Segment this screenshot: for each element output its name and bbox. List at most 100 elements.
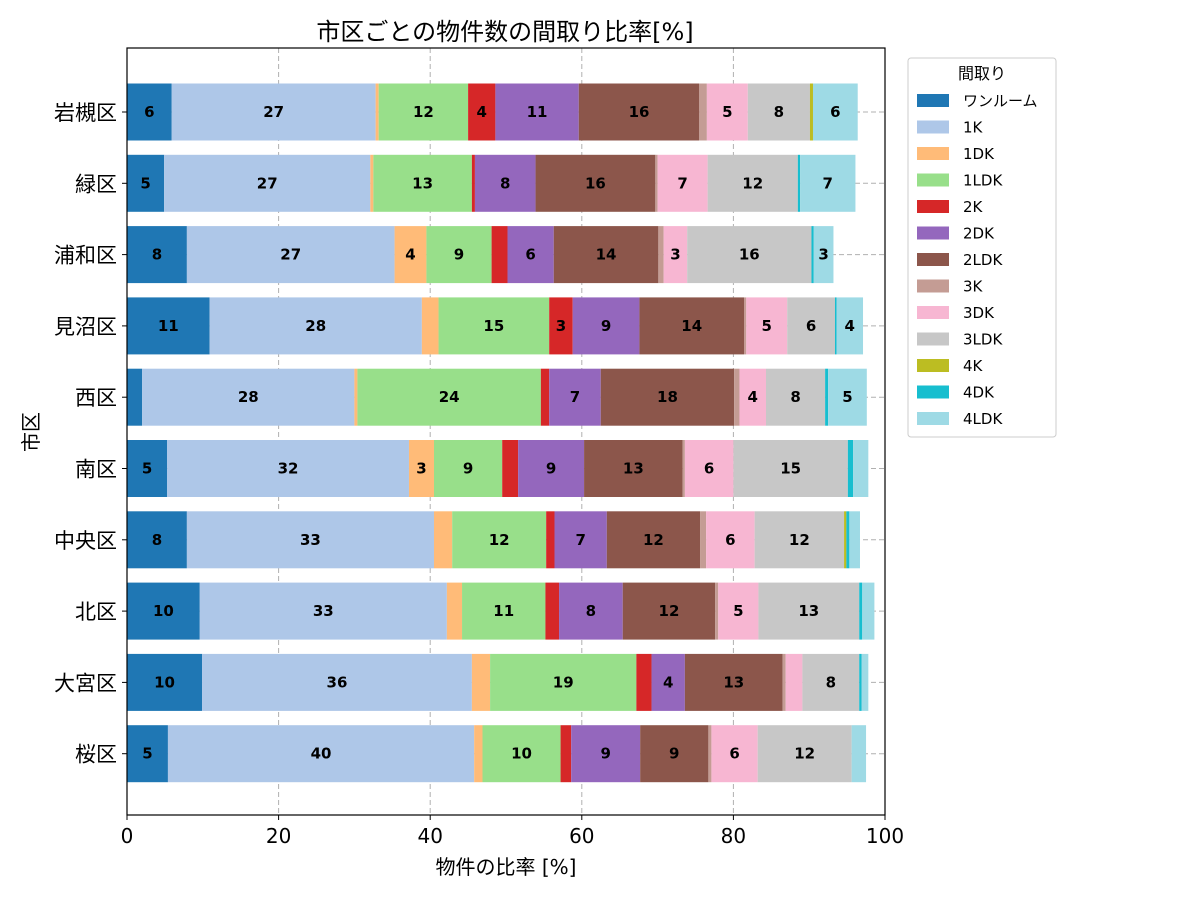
bar-segment bbox=[706, 511, 755, 569]
bar-segment bbox=[507, 226, 554, 284]
bar-value-label: 6 bbox=[729, 745, 739, 763]
bar-value-label: 11 bbox=[493, 602, 514, 620]
x-axis-label: 物件の比率 [%] bbox=[436, 855, 577, 879]
bar-value-label: 8 bbox=[500, 174, 510, 192]
bar-value-label: 3 bbox=[818, 246, 828, 264]
x-tick-label: 80 bbox=[721, 824, 746, 848]
bar-segment bbox=[438, 297, 550, 355]
bar-value-label: 6 bbox=[525, 246, 535, 264]
bar-value-label: 3 bbox=[416, 460, 426, 478]
chart-title: 市区ごとの物件数の間取り比率[%] bbox=[316, 18, 693, 46]
category-label: 桜区 bbox=[75, 743, 117, 767]
bar-segment bbox=[164, 154, 371, 212]
bar-segment bbox=[657, 154, 708, 212]
bar-value-label: 6 bbox=[144, 103, 154, 121]
bar-segment bbox=[708, 725, 712, 783]
bar-segment bbox=[127, 226, 187, 284]
bar-segment bbox=[584, 440, 683, 497]
bar-value-label: 8 bbox=[826, 673, 836, 691]
bar-value-label: 36 bbox=[327, 673, 348, 691]
bar-segment bbox=[812, 83, 858, 141]
legend-label: 4LDK bbox=[963, 410, 1003, 428]
bar-value-label: 11 bbox=[527, 103, 548, 121]
bar-value-label: 10 bbox=[154, 673, 175, 691]
bar-segment bbox=[682, 440, 685, 497]
bar-value-label: 5 bbox=[842, 388, 852, 406]
legend-swatch bbox=[917, 200, 949, 213]
bar-segment bbox=[834, 297, 837, 355]
legend-items: ワンルーム 1K 1DK 1LDK 2K 2DK 2LDK 3K 3DK 3LDK 4K 4DK 4LD… bbox=[917, 92, 1038, 428]
bar-segment bbox=[684, 653, 783, 711]
bar-segment bbox=[836, 297, 864, 355]
bar-segment bbox=[747, 83, 810, 141]
bar-segment bbox=[357, 368, 541, 426]
legend-swatch bbox=[917, 279, 949, 293]
bar-value-label: 10 bbox=[511, 745, 532, 763]
bar-segment bbox=[167, 440, 409, 497]
bar-segment bbox=[171, 83, 376, 141]
legend-swatch bbox=[917, 412, 949, 425]
bar-segment bbox=[861, 653, 869, 711]
legend-swatch bbox=[917, 120, 949, 134]
bar-segment bbox=[549, 297, 573, 355]
bar-segment bbox=[813, 226, 834, 284]
bar-segment bbox=[707, 154, 798, 212]
category-label: 中央区 bbox=[54, 529, 117, 553]
bar-value-label: 15 bbox=[483, 317, 504, 335]
bar-segment bbox=[809, 83, 813, 141]
bar-segment bbox=[859, 653, 862, 711]
bar-segment bbox=[787, 297, 835, 355]
bar-segment bbox=[127, 368, 143, 426]
bar-value-label: 5 bbox=[733, 602, 743, 620]
bar-segment bbox=[640, 725, 709, 783]
bar-segment bbox=[715, 582, 719, 640]
bar-segment bbox=[859, 582, 863, 640]
bar-segment bbox=[684, 440, 734, 497]
bar-segment bbox=[502, 440, 519, 497]
legend-label: 2LDK bbox=[963, 251, 1003, 269]
bar-value-label: 24 bbox=[439, 388, 460, 406]
bar-value-label: 12 bbox=[794, 745, 815, 763]
bar-value-label: 12 bbox=[659, 602, 680, 620]
legend-label: 4K bbox=[963, 357, 984, 375]
bar-value-label: 32 bbox=[278, 460, 299, 478]
legend-swatch bbox=[917, 173, 949, 187]
bar-value-label: 18 bbox=[657, 388, 678, 406]
x-tick-label: 20 bbox=[266, 824, 291, 848]
bar-segment bbox=[706, 83, 748, 141]
x-axis-ticks: 0 20 40 60 80 100 bbox=[121, 815, 904, 848]
bar-value-label: 4 bbox=[405, 246, 415, 264]
bar-segment bbox=[474, 725, 483, 783]
bar-segment bbox=[658, 226, 664, 284]
bar-segment bbox=[127, 653, 203, 711]
bar-segment bbox=[853, 440, 869, 497]
bar-segment bbox=[744, 297, 747, 355]
bar-value-label: 11 bbox=[158, 317, 179, 335]
legend-swatch bbox=[917, 385, 949, 399]
bar-segment bbox=[433, 511, 453, 569]
bar-segment bbox=[127, 440, 168, 497]
bar-segment bbox=[209, 297, 422, 355]
bar-segment bbox=[636, 653, 652, 711]
bar-value-label: 13 bbox=[723, 673, 744, 691]
category-label: 見沼区 bbox=[54, 315, 117, 339]
bar-segment bbox=[452, 511, 547, 569]
bar-segment bbox=[471, 653, 491, 711]
bars-layer bbox=[127, 83, 875, 783]
bar-value-label: 13 bbox=[412, 174, 433, 192]
bar-segment bbox=[828, 368, 867, 426]
bar-value-label: 8 bbox=[152, 246, 162, 264]
bar-segment bbox=[142, 368, 355, 426]
category-label: 北区 bbox=[75, 600, 117, 624]
legend-label: ワンルーム bbox=[963, 92, 1038, 110]
category-label: 緑区 bbox=[75, 172, 117, 196]
bar-segment bbox=[127, 297, 210, 355]
bar-segment bbox=[606, 511, 701, 569]
category-label: 岩槻区 bbox=[54, 101, 117, 125]
bar-segment bbox=[202, 653, 472, 711]
legend-label: 1LDK bbox=[963, 172, 1003, 190]
bar-value-label: 10 bbox=[153, 602, 174, 620]
bar-segment bbox=[802, 653, 860, 711]
